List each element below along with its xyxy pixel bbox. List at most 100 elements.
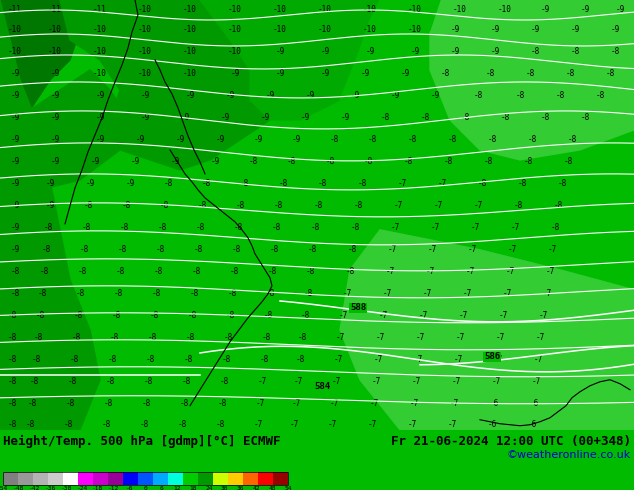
Text: -7: -7 [495,333,505,343]
Text: -9: -9 [571,25,579,34]
Text: -8: -8 [41,245,51,254]
Text: -9: -9 [176,135,184,145]
Text: -8: -8 [295,355,304,364]
Text: -8: -8 [228,289,236,298]
Text: -8: -8 [74,311,82,320]
Text: -9: -9 [292,135,301,145]
Text: -7: -7 [425,268,435,276]
Text: -8: -8 [155,245,165,254]
Text: -9: -9 [50,113,60,122]
Text: -10: -10 [93,70,107,78]
Text: -8: -8 [273,201,283,210]
Text: -11: -11 [93,5,107,15]
Text: -7: -7 [398,179,406,188]
Text: 6: 6 [160,486,163,490]
Text: -10: -10 [183,70,197,78]
Text: -9: -9 [490,25,500,34]
Text: Fr 21-06-2024 12:00 UTC (00+348): Fr 21-06-2024 12:00 UTC (00+348) [391,435,631,448]
Text: -8: -8 [531,48,540,56]
Text: -8: -8 [221,355,231,364]
Text: -9: -9 [254,135,262,145]
Text: -10: -10 [408,25,422,34]
Text: -8: -8 [79,245,89,254]
Text: -7: -7 [451,377,461,386]
Text: -8: -8 [105,377,115,386]
Text: -8: -8 [112,311,120,320]
Text: -10: -10 [318,25,332,34]
Text: -8: -8 [363,157,373,167]
Text: -7: -7 [294,377,302,386]
Text: -7: -7 [418,311,427,320]
Text: -9: -9 [351,92,359,100]
Text: -8: -8 [75,289,84,298]
Text: -10: -10 [273,5,287,15]
Text: -9: -9 [95,135,105,145]
Text: -48: -48 [13,486,25,490]
Text: -8: -8 [34,333,42,343]
Text: -8: -8 [443,157,453,167]
Text: -8: -8 [8,377,16,386]
Bar [213,472,228,485]
Text: -8: -8 [230,268,238,276]
Text: -9: -9 [306,92,314,100]
Text: -7: -7 [455,333,465,343]
Text: -8: -8 [318,179,327,188]
Text: -8: -8 [63,420,73,429]
Text: -8: -8 [380,113,390,122]
Text: -7: -7 [542,289,552,298]
Text: -9: -9 [46,179,55,188]
Text: -6: -6 [529,399,539,408]
Text: -7: -7 [535,333,545,343]
Text: -8: -8 [84,201,93,210]
Text: -7: -7 [254,420,262,429]
Text: -9: -9 [540,5,550,15]
Text: -12: -12 [108,486,119,490]
Text: -7: -7 [372,377,380,386]
Text: -7: -7 [339,311,347,320]
Text: -8: -8 [107,355,117,364]
Text: -8: -8 [67,377,77,386]
Text: 48: 48 [268,486,276,490]
Text: -8: -8 [147,333,157,343]
Text: -8: -8 [10,289,20,298]
Bar [123,472,138,485]
Text: -8: -8 [31,355,41,364]
Text: -9: -9 [140,113,150,122]
Text: -10: -10 [138,70,152,78]
Text: -10: -10 [93,25,107,34]
Text: -9: -9 [50,157,60,167]
Text: -8: -8 [553,201,562,210]
Text: -8: -8 [10,268,20,276]
Text: -36: -36 [45,486,56,490]
Polygon shape [0,0,80,130]
Text: -7: -7 [373,355,383,364]
Bar [108,472,123,485]
Text: -8: -8 [119,223,129,232]
Text: 586: 586 [484,352,500,361]
Text: -8: -8 [287,157,295,167]
Polygon shape [0,0,100,430]
Text: -8: -8 [152,289,160,298]
Text: -8: -8 [43,223,53,232]
Text: -7: -7 [502,289,512,298]
Text: -8: -8 [25,420,35,429]
Text: -7: -7 [342,289,352,298]
Text: -8: -8 [179,399,189,408]
Text: -9: -9 [86,179,94,188]
Polygon shape [200,0,400,120]
Bar [78,472,93,485]
Text: -8: -8 [8,355,16,364]
Text: -8: -8 [311,223,320,232]
Text: -8: -8 [231,245,241,254]
Text: -7: -7 [375,333,385,343]
Text: -9: -9 [95,113,105,122]
Text: -8: -8 [164,179,172,188]
Text: 36: 36 [236,486,244,490]
Text: -7: -7 [505,268,515,276]
Text: -8: -8 [249,157,257,167]
Text: -8: -8 [611,48,619,56]
Text: -8: -8 [347,245,356,254]
Text: -7: -7 [458,311,468,320]
Text: -8: -8 [325,157,335,167]
Text: -6: -6 [126,486,133,490]
